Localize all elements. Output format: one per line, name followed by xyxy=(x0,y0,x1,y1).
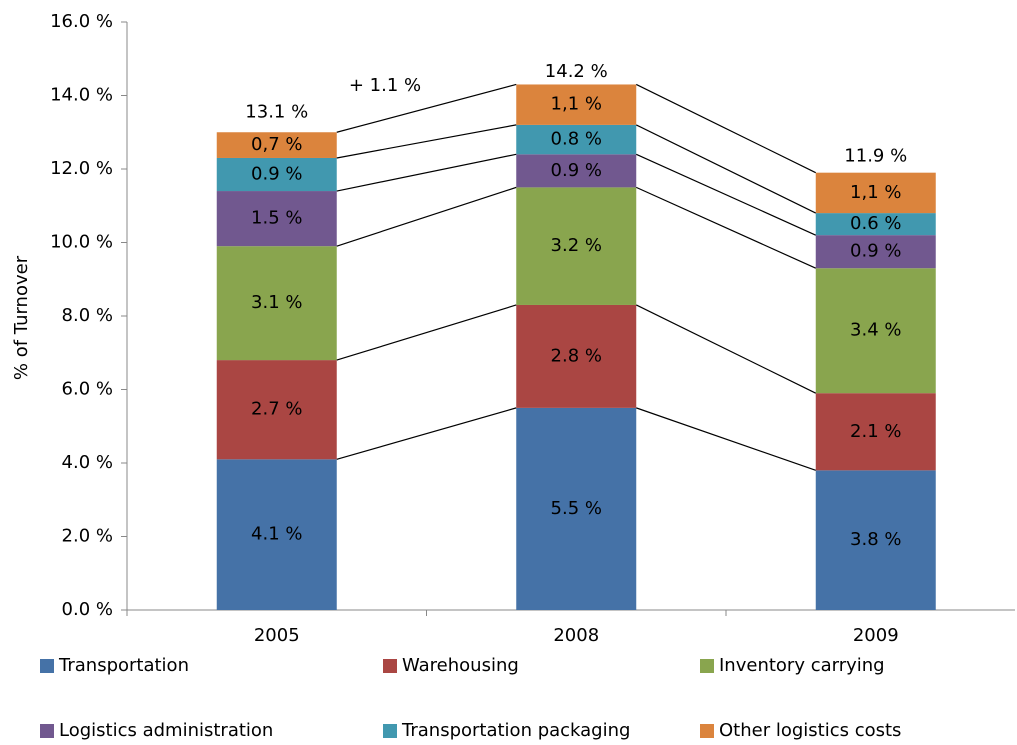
legend-label: Transportation xyxy=(58,655,189,676)
value-label: 0.9 % xyxy=(251,164,302,185)
legend-label: Other logistics costs xyxy=(719,720,901,741)
value-label: 0,7 % xyxy=(251,134,302,155)
legend-swatch xyxy=(700,659,714,673)
x-tick-label: 2008 xyxy=(553,625,599,646)
bar-segment xyxy=(516,84,637,125)
x-tick-label: 2009 xyxy=(853,625,899,646)
bar-segment xyxy=(815,235,936,269)
bar-segment xyxy=(216,191,337,247)
legend-swatch xyxy=(383,724,397,738)
y-tick-label: 2.0 % xyxy=(62,526,113,547)
y-tick-label: 16.0 % xyxy=(50,11,113,32)
legend-swatch xyxy=(40,724,54,738)
bar-segment xyxy=(516,304,637,408)
legend-label: Inventory carrying xyxy=(719,655,885,676)
y-tick-label: 14.0 % xyxy=(50,85,113,106)
y-tick-label: 8.0 % xyxy=(62,305,113,326)
bar-segment xyxy=(815,213,936,236)
value-label: 0.9 % xyxy=(551,160,602,181)
connector-line xyxy=(336,83,517,133)
bar-segment xyxy=(216,459,337,610)
bar-segment xyxy=(216,360,337,460)
value-label: 2.7 % xyxy=(251,399,302,420)
bar-segment xyxy=(516,154,637,188)
y-tick-label: 6.0 % xyxy=(62,379,113,400)
bar-segment xyxy=(815,268,936,394)
value-label: 1,1 % xyxy=(551,94,602,115)
connector-line xyxy=(336,304,517,361)
value-label: 0.9 % xyxy=(850,241,901,262)
legend-label: Warehousing xyxy=(402,655,519,676)
value-label: 2.1 % xyxy=(850,421,901,442)
connector-line xyxy=(635,124,817,214)
value-label: 0.6 % xyxy=(850,213,901,234)
bar-segment xyxy=(516,124,637,155)
connector-line xyxy=(336,153,517,192)
value-label: 5.5 % xyxy=(551,498,602,519)
bar-segment xyxy=(216,157,337,192)
y-tick-label: 0.0 % xyxy=(62,599,113,620)
connector-line xyxy=(635,304,817,394)
value-label: 3.1 % xyxy=(251,292,302,313)
legend-label: Logistics administration xyxy=(59,720,273,741)
value-label: 1.5 % xyxy=(251,208,302,229)
legend-swatch xyxy=(700,724,714,738)
legend-label: Transportation packaging xyxy=(401,720,630,741)
bar-segment xyxy=(815,172,936,214)
connector-line xyxy=(636,407,816,471)
bar-segment xyxy=(216,132,337,158)
total-label: 11.9 % xyxy=(844,146,907,167)
y-tick-label: 10.0 % xyxy=(50,232,113,253)
legend-swatch xyxy=(40,659,54,673)
value-label: 4.1 % xyxy=(251,524,302,545)
bar-segment xyxy=(516,407,637,610)
y-tick-label: 12.0 % xyxy=(50,158,113,179)
x-tick-label: 2005 xyxy=(254,625,300,646)
value-label: 3.2 % xyxy=(551,235,602,256)
total-label: 13.1 % xyxy=(245,102,308,123)
connector-line xyxy=(336,407,517,460)
bar-segment xyxy=(815,470,936,610)
connector-line xyxy=(336,186,517,247)
value-label: 2.8 % xyxy=(551,345,602,366)
connector-line xyxy=(635,83,817,174)
value-label: 1,1 % xyxy=(850,182,901,203)
connector-line xyxy=(636,153,816,236)
annotation: + 1.1 % xyxy=(349,75,421,96)
total-label: 14.2 % xyxy=(545,61,608,82)
connector-line xyxy=(636,186,816,269)
y-tick-label: 4.0 % xyxy=(62,452,113,473)
y-axis-label: % of Turnover xyxy=(11,255,32,380)
bar-segment xyxy=(516,187,637,305)
bar-segment xyxy=(815,393,936,471)
connector-line xyxy=(336,124,517,159)
bar-segment xyxy=(216,246,337,361)
value-label: 3.4 % xyxy=(850,320,901,341)
value-label: 3.8 % xyxy=(850,529,901,550)
legend-swatch xyxy=(383,659,397,673)
value-label: 0.8 % xyxy=(551,129,602,150)
